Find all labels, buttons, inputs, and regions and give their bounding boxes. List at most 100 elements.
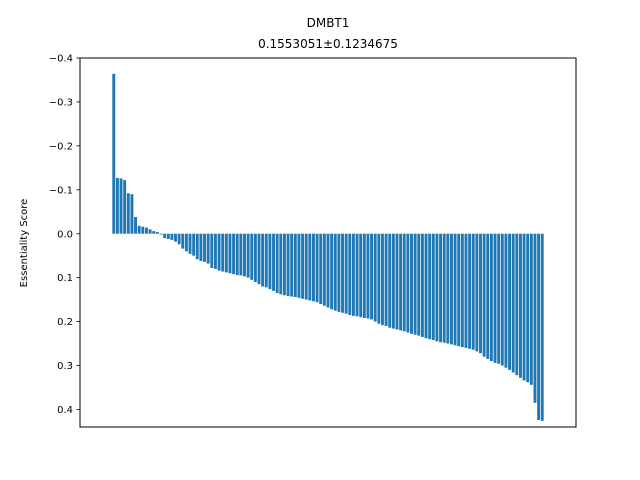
bar <box>192 233 196 256</box>
bar <box>304 233 308 300</box>
bar <box>315 233 319 303</box>
bar <box>126 193 130 234</box>
bar <box>497 233 501 364</box>
bar <box>439 233 443 343</box>
bar <box>188 233 192 254</box>
bar <box>540 233 544 421</box>
bar <box>406 233 410 333</box>
chart-subtitle: 0.1553051±0.1234675 <box>258 37 398 51</box>
bar <box>420 233 424 337</box>
bar <box>518 233 522 378</box>
bar <box>533 233 537 403</box>
bar <box>529 233 533 385</box>
bar <box>195 233 199 260</box>
bar <box>130 194 134 234</box>
bar <box>246 233 250 278</box>
bar <box>264 233 268 288</box>
y-axis-label: Essentiality Score <box>19 199 30 288</box>
y-tick-label: 0.0 <box>57 229 73 240</box>
bar <box>282 233 286 296</box>
bar <box>319 233 323 304</box>
bar <box>359 233 363 318</box>
bar <box>166 233 170 239</box>
bar <box>217 233 221 271</box>
bar <box>489 233 493 362</box>
bar <box>279 233 283 295</box>
bar <box>471 233 475 350</box>
bar <box>163 233 167 239</box>
bar <box>410 233 413 334</box>
bar <box>457 233 461 347</box>
bar <box>115 177 119 234</box>
bar <box>373 233 377 322</box>
bar <box>297 233 301 298</box>
bar <box>464 233 468 348</box>
bar <box>362 233 366 319</box>
bar <box>137 225 141 234</box>
bar <box>119 178 123 234</box>
bar <box>174 233 177 242</box>
bar <box>417 233 421 336</box>
bar <box>413 233 417 335</box>
bar <box>399 233 403 331</box>
bar <box>326 233 330 308</box>
chart-title: DMBT1 <box>307 16 350 30</box>
bar <box>435 233 439 342</box>
bar <box>500 233 504 366</box>
bar <box>482 233 486 357</box>
bar <box>181 233 185 249</box>
bar <box>112 73 116 234</box>
bar <box>275 233 279 294</box>
bar <box>522 233 526 381</box>
bar <box>526 233 530 383</box>
y-tick-label: −0.3 <box>49 98 73 109</box>
bar <box>511 233 515 373</box>
bar <box>293 233 297 297</box>
bar <box>199 233 203 261</box>
y-ticks-layer: −0.4 −0.3 −0.2 −0.1 0.0 0.1 0.2 0.3 0.4 <box>49 54 80 416</box>
bar <box>351 233 355 316</box>
bar <box>344 233 348 314</box>
bar <box>239 233 243 276</box>
bar <box>268 233 272 290</box>
bar <box>395 233 399 330</box>
bar <box>286 233 290 297</box>
bar <box>312 233 315 302</box>
bar <box>141 226 145 234</box>
bar <box>450 233 453 345</box>
y-tick-label: 0.3 <box>57 361 73 372</box>
bar <box>322 233 326 306</box>
bar <box>402 233 406 332</box>
y-tick-label: 0.2 <box>57 317 73 328</box>
bar <box>206 233 210 264</box>
bar <box>152 231 156 234</box>
bar <box>337 233 341 312</box>
y-tick-label: −0.4 <box>49 54 73 65</box>
bar <box>221 233 225 272</box>
bar <box>272 233 275 291</box>
bar <box>148 229 152 234</box>
bar <box>384 233 388 326</box>
bar <box>460 233 464 348</box>
bar <box>155 231 159 234</box>
bar <box>228 233 232 274</box>
bar <box>504 233 508 368</box>
bar <box>123 180 127 234</box>
bar <box>453 233 457 346</box>
bar <box>391 233 395 329</box>
bar <box>159 233 163 235</box>
bar <box>301 233 305 299</box>
bar <box>381 233 384 326</box>
bar <box>145 227 148 234</box>
y-tick-label: −0.1 <box>49 185 73 196</box>
bar <box>377 233 381 324</box>
bar <box>442 233 446 343</box>
bar <box>333 233 337 311</box>
bar <box>424 233 428 339</box>
bar <box>203 233 206 262</box>
bar <box>213 233 217 269</box>
bar <box>493 233 497 363</box>
bar <box>428 233 432 340</box>
bar <box>261 233 265 287</box>
